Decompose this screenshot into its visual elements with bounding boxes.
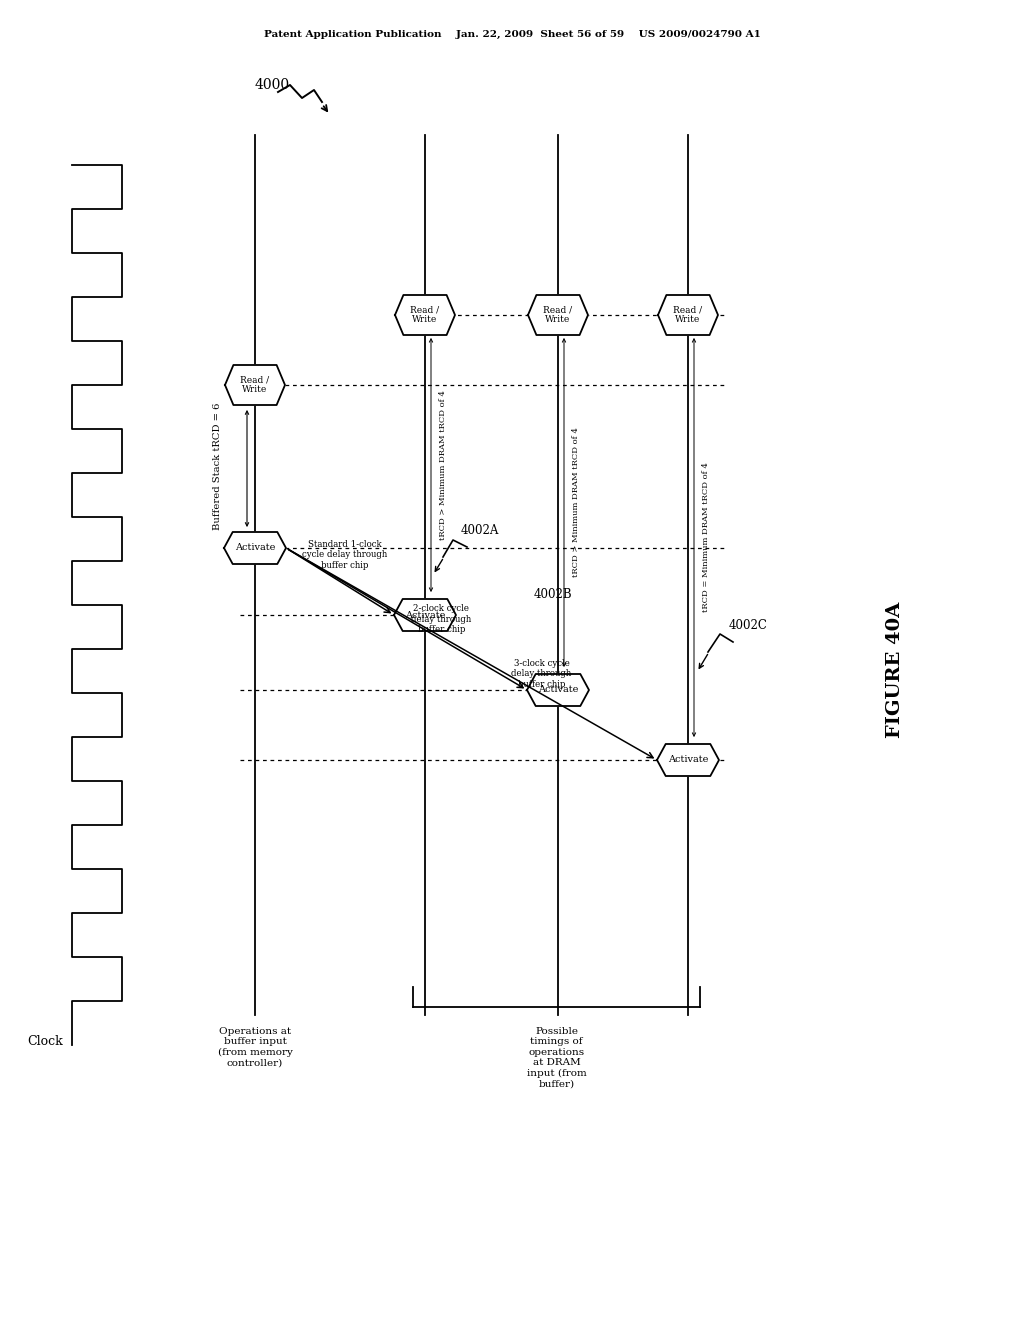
Text: Operations at
buffer input
(from memory
controller): Operations at buffer input (from memory … <box>217 1027 293 1068</box>
Text: Buffered Stack tRCD = 6: Buffered Stack tRCD = 6 <box>213 403 221 531</box>
Text: 4002B: 4002B <box>534 589 572 602</box>
Text: Read /
Write: Read / Write <box>674 306 702 325</box>
Text: 4002C: 4002C <box>728 619 767 631</box>
Text: Activate: Activate <box>538 685 579 694</box>
Text: Possible
timings of
operations
at DRAM
input (from
buffer): Possible timings of operations at DRAM i… <box>526 1027 587 1088</box>
Text: Read /
Write: Read / Write <box>241 376 269 395</box>
Polygon shape <box>395 294 455 335</box>
Text: Activate: Activate <box>404 610 445 619</box>
Text: tRCD > Minimum DRAM tRCD of 4: tRCD > Minimum DRAM tRCD of 4 <box>572 428 580 577</box>
Polygon shape <box>527 675 589 706</box>
Text: 3-clock cycle
delay through
buffer chip: 3-clock cycle delay through buffer chip <box>511 659 571 689</box>
Text: 4002A: 4002A <box>461 524 499 536</box>
Text: tRCD > Minimum DRAM tRCD of 4: tRCD > Minimum DRAM tRCD of 4 <box>439 391 447 540</box>
Text: Standard 1-clock
cycle delay through
buffer chip: Standard 1-clock cycle delay through buf… <box>302 540 388 569</box>
Text: Read /
Write: Read / Write <box>411 306 439 325</box>
Text: Activate: Activate <box>668 755 709 764</box>
Polygon shape <box>658 294 718 335</box>
Text: Patent Application Publication    Jan. 22, 2009  Sheet 56 of 59    US 2009/00247: Patent Application Publication Jan. 22, … <box>263 30 761 40</box>
Text: FIGURE 40A: FIGURE 40A <box>886 602 904 738</box>
Text: tRCD = Minimum DRAM tRCD of 4: tRCD = Minimum DRAM tRCD of 4 <box>702 462 710 612</box>
Text: Activate: Activate <box>234 544 275 553</box>
Polygon shape <box>528 294 588 335</box>
Polygon shape <box>394 599 456 631</box>
Text: 4000: 4000 <box>255 78 290 92</box>
Text: 2-clock cycle
delay through
buffer chip: 2-clock cycle delay through buffer chip <box>412 605 472 634</box>
Polygon shape <box>225 366 285 405</box>
Text: Read /
Write: Read / Write <box>544 306 572 325</box>
Polygon shape <box>657 744 719 776</box>
Text: Clock: Clock <box>27 1035 62 1048</box>
Polygon shape <box>224 532 286 564</box>
